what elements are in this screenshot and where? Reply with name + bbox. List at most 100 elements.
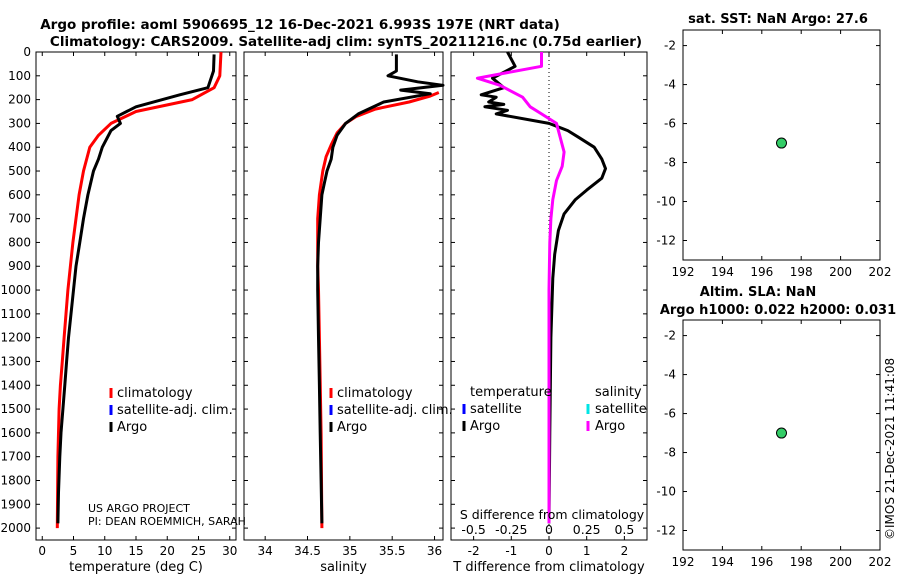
y-tick-label: -2	[664, 39, 676, 53]
title-line-1: Argo profile: aoml 5906695_12 16-Dec-202…	[40, 17, 560, 33]
x-tick-label: 15	[128, 544, 143, 558]
legend-label: Argo	[595, 419, 625, 434]
x-tick-label: 192	[672, 555, 695, 569]
legend-label: satellite-adj. clim.	[337, 403, 453, 418]
x-tick-label: 198	[790, 555, 813, 569]
depth-tick-label: 600	[8, 188, 31, 202]
project-line-1: US ARGO PROJECT	[88, 502, 190, 515]
depth-tick-label: 500	[8, 164, 31, 178]
depth-tick-label: 1000	[0, 283, 31, 297]
x-tick-label: 36	[427, 544, 442, 558]
salinity-frame	[243, 51, 444, 541]
y-tick-label: -6	[664, 117, 676, 131]
salinity-xlabel: salinity	[320, 560, 367, 575]
depth-tick-label: 200	[8, 93, 31, 107]
salinity-panel: 34 34.5 35 35.5 36 salinity climatology satelli…	[243, 51, 453, 575]
temperature-xlabel: temperature (deg C)	[69, 560, 203, 575]
x-tick-label: -2	[468, 544, 480, 558]
x-tick-label: -1	[505, 544, 517, 558]
difference-panel: -2 -1 0 1 2 T difference from climatology S di…	[450, 51, 648, 575]
x-tick-label: 202	[869, 265, 892, 279]
sla-map-panel: Altim. SLA: NaN Argo h1000: 0.022 h2000: …	[656, 285, 896, 569]
depth-tick-label: 1100	[0, 307, 31, 321]
x-tick-label: 194	[711, 555, 734, 569]
sub-tick-label: -0.5	[461, 522, 485, 537]
series-s-argo	[475, 52, 566, 524]
y-tick-label: -2	[664, 329, 676, 343]
x-tick-label: 198	[790, 265, 813, 279]
depth-tick-label: 1600	[0, 426, 31, 440]
depth-tick-label: 1700	[0, 450, 31, 464]
y-tick-label: -8	[664, 156, 676, 170]
depth-tick-label: 1500	[0, 402, 31, 416]
sub-tick-label: 0.5	[614, 522, 634, 537]
x-tick-label: 2	[621, 544, 629, 558]
depth-tick-label: 1300	[0, 354, 31, 368]
depth-tick-label: 2000	[0, 521, 31, 535]
depth-tick-label: 1400	[0, 378, 31, 392]
difference-xlabel: T difference from climatology	[452, 560, 645, 575]
x-tick-label: 5	[70, 544, 78, 558]
legend-label: Argo	[117, 420, 147, 435]
x-tick-label: 196	[750, 265, 773, 279]
depth-tick-label: 300	[8, 116, 31, 130]
depth-tick-label: 900	[8, 259, 31, 273]
argo-location-point	[776, 137, 787, 149]
sst-title: sat. SST: NaN Argo: 27.6	[688, 12, 868, 27]
y-tick-label: -4	[664, 78, 676, 92]
sub-tick-label: -0.25	[495, 522, 527, 537]
project-line-2: PI: DEAN ROEMMICH, SARAH	[88, 515, 246, 528]
sub-tick-label: 0	[545, 522, 553, 537]
temperature-panel: 0 100 200 300 400 500 600 700 800 900 1000 1100 1200…	[0, 45, 237, 575]
legend-label: climatology	[117, 386, 193, 401]
x-tick-label: 10	[97, 544, 112, 558]
series-argo	[56, 54, 216, 524]
x-tick-label: 196	[750, 555, 773, 569]
depth-tick-label: 800	[8, 235, 31, 249]
legend-header: salinity	[595, 385, 642, 400]
sla-subtitle: Argo h1000: 0.022 h2000: 0.031	[660, 303, 896, 318]
x-tick-label: 34.5	[294, 544, 321, 558]
y-tick-label: -12	[656, 234, 676, 248]
legend-header: temperature	[470, 385, 552, 400]
series-argo	[316, 54, 445, 524]
y-tick-label: -4	[664, 368, 676, 382]
x-tick-label: 25	[191, 544, 206, 558]
depth-tick-label: 700	[8, 212, 31, 226]
sub-tick-label: 0.25	[573, 522, 601, 537]
depth-tick-label: 1900	[0, 497, 31, 511]
x-tick-label: 0	[38, 544, 46, 558]
legend-label: satellite-adj. clim.	[117, 403, 233, 418]
x-tick-label: 202	[869, 555, 892, 569]
depth-tick-label: 100	[8, 69, 31, 83]
argo-location-point	[776, 427, 787, 439]
x-tick-label: 1	[583, 544, 591, 558]
depth-tick-label: 1800	[0, 473, 31, 487]
x-tick-label: 35	[342, 544, 357, 558]
y-tick-label: -10	[656, 195, 676, 209]
x-tick-label: 30	[222, 544, 237, 558]
sst-map-panel: sat. SST: NaN Argo: 27.6 192 194 196 198 200 2…	[656, 12, 891, 279]
series-climatology	[55, 51, 223, 529]
legend-label: climatology	[337, 386, 413, 401]
x-tick-label: 200	[829, 265, 852, 279]
temperature-frame	[35, 51, 237, 541]
x-tick-label: 200	[829, 555, 852, 569]
legend-label: satellite	[595, 402, 647, 417]
timestamp-side: ©IMOS 21-Dec-2021 11:41:08	[883, 358, 897, 540]
sla-title: Altim. SLA: NaN	[700, 285, 816, 300]
y-tick-label: -8	[664, 446, 676, 460]
x-tick-label: 0	[545, 544, 553, 558]
legend-label: satellite	[470, 402, 522, 417]
y-tick-label: -12	[656, 524, 676, 538]
legend-label: Argo	[337, 420, 367, 435]
depth-tick-label: 1200	[0, 331, 31, 345]
x-tick-label: 20	[160, 544, 175, 558]
x-tick-label: 192	[672, 265, 695, 279]
depth-tick-label: 400	[8, 140, 31, 154]
legend-label: Argo	[470, 419, 500, 434]
x-tick-label: 35.5	[379, 544, 406, 558]
y-tick-label: -6	[664, 407, 676, 421]
title-line-2: Climatology: CARS2009. Satellite-adj cli…	[50, 34, 642, 50]
